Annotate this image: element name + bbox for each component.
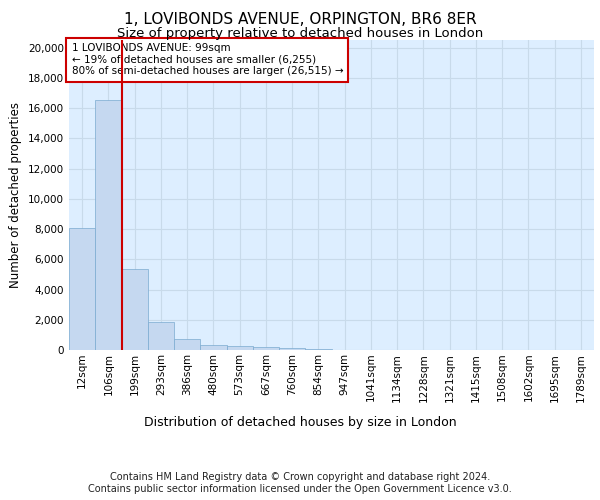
Text: 1 LOVIBONDS AVENUE: 99sqm
← 19% of detached houses are smaller (6,255)
80% of se: 1 LOVIBONDS AVENUE: 99sqm ← 19% of detac… xyxy=(71,43,343,76)
Bar xyxy=(148,322,174,350)
Bar xyxy=(227,346,253,350)
Bar xyxy=(305,349,331,350)
Bar xyxy=(95,100,121,350)
Bar xyxy=(279,348,305,350)
Y-axis label: Number of detached properties: Number of detached properties xyxy=(10,102,22,288)
Bar xyxy=(69,228,95,350)
Bar xyxy=(174,340,200,350)
Bar xyxy=(200,344,227,350)
Text: Distribution of detached houses by size in London: Distribution of detached houses by size … xyxy=(143,416,457,429)
Bar xyxy=(121,268,148,350)
Text: Size of property relative to detached houses in London: Size of property relative to detached ho… xyxy=(117,28,483,40)
Text: 1, LOVIBONDS AVENUE, ORPINGTON, BR6 8ER: 1, LOVIBONDS AVENUE, ORPINGTON, BR6 8ER xyxy=(124,12,476,28)
Bar xyxy=(253,347,279,350)
Text: Contains HM Land Registry data © Crown copyright and database right 2024.
Contai: Contains HM Land Registry data © Crown c… xyxy=(88,472,512,494)
